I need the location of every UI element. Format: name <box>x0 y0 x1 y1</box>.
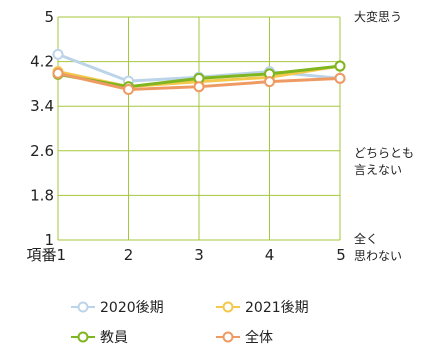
right-label-top: 大変思う <box>354 9 402 24</box>
x-tick-label: 4 <box>265 246 275 264</box>
grid <box>57 16 341 241</box>
legend-swatch-2 <box>71 331 95 343</box>
x-axis: 項番1 2 3 4 5 <box>26 246 345 264</box>
x-tick-label: 5 <box>336 246 346 264</box>
right-label-bottom-2: 思わない <box>354 249 402 263</box>
right-label-middle-1: どちらとも <box>354 146 414 160</box>
legend-item: 2020後期 <box>70 297 215 317</box>
data-point <box>123 83 134 95</box>
right-scale-labels: 大変思う どちらとも 言えない 全く 思わない <box>354 9 414 263</box>
x-tick-label: 項番1 <box>26 246 66 264</box>
legend-row-1: 2020後期 2021後期 <box>70 292 370 322</box>
legend-label: 2020後期 <box>100 300 164 316</box>
y-tick-label: 4.2 <box>30 53 54 71</box>
y-tick-label: 2.6 <box>30 142 54 160</box>
y-tick-label: 1 <box>44 231 54 249</box>
y-tick-label: 1.8 <box>30 186 54 204</box>
right-label-bottom-1: 全く <box>354 231 378 246</box>
series-3 <box>52 67 346 95</box>
x-tick-label: 2 <box>124 246 134 264</box>
legend-label: 2021後期 <box>245 300 309 316</box>
line-chart: 5 4.2 3.4 2.6 1.8 1 項番1 2 3 4 5 大変思う どちらとも 言えない 全… <box>26 8 414 264</box>
legend-row-2: 教員 全体 <box>70 322 370 352</box>
data-point <box>52 67 64 79</box>
right-label-middle-2: 言えない <box>354 163 402 177</box>
x-tick-label: 3 <box>194 246 204 264</box>
data-point <box>334 72 346 84</box>
legend-item: 教員 <box>70 327 215 347</box>
legend: 2020後期 2021後期 教員 全体 <box>70 292 370 352</box>
legend-item: 2021後期 <box>215 297 360 317</box>
y-axis: 5 4.2 3.4 2.6 1.8 1 <box>30 8 54 249</box>
legend-item: 全体 <box>215 327 360 347</box>
series-lines <box>52 48 346 95</box>
legend-swatch-0 <box>71 301 95 313</box>
data-point <box>52 48 64 60</box>
legend-label: 全体 <box>245 330 273 346</box>
y-tick-label: 5 <box>44 8 54 26</box>
data-point <box>264 76 275 88</box>
data-point <box>193 81 205 93</box>
legend-swatch-1 <box>216 301 240 313</box>
y-tick-label: 3.4 <box>30 97 54 115</box>
legend-label: 教員 <box>100 330 128 346</box>
data-point <box>334 60 346 72</box>
legend-swatch-3 <box>216 331 240 343</box>
